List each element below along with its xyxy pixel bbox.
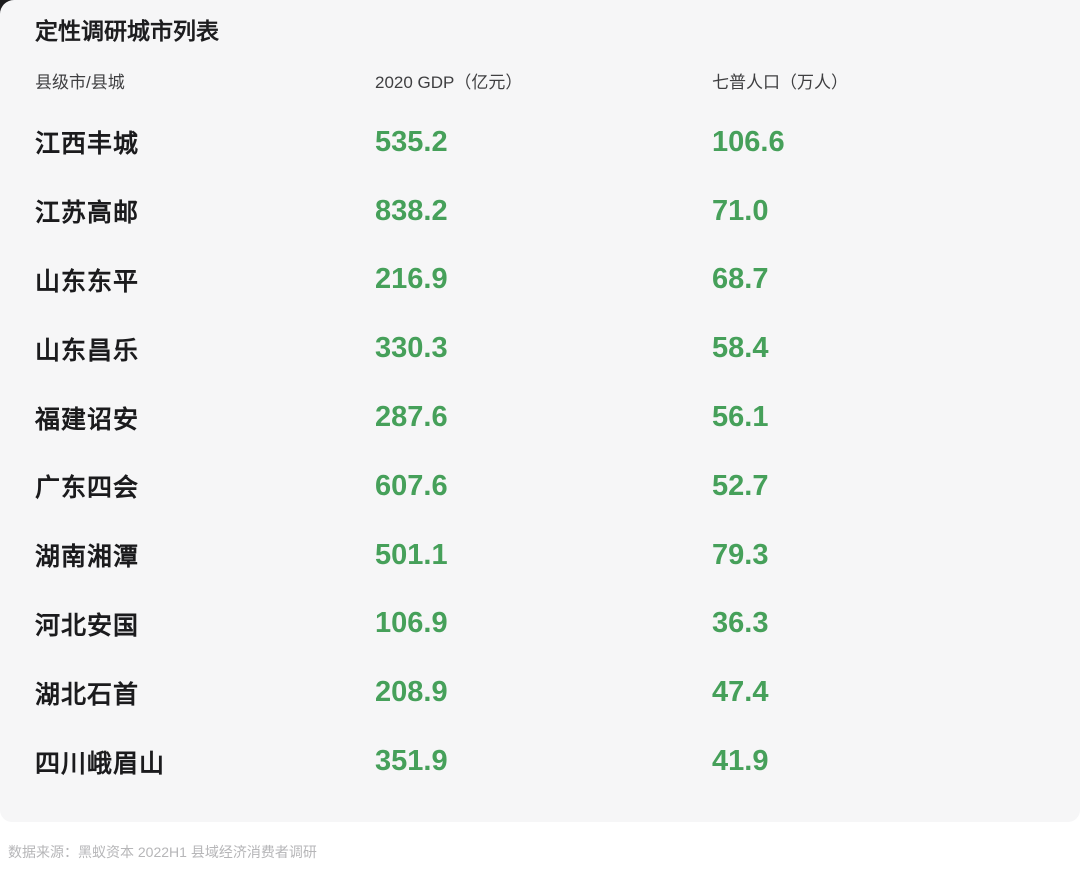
table-row: 江西丰城 535.2 106.6 bbox=[35, 108, 1080, 177]
gdp-value: 607.6 bbox=[375, 469, 448, 502]
gdp-value: 287.6 bbox=[375, 401, 448, 434]
city-name: 湖南湘潭 bbox=[35, 543, 140, 572]
table-row: 山东东平 216.9 68.7 bbox=[35, 246, 1080, 315]
gdp-value: 838.2 bbox=[375, 194, 448, 227]
table-row: 湖南湘潭 501.1 79.3 bbox=[35, 521, 1080, 590]
population-value: 58.4 bbox=[712, 332, 769, 365]
gdp-value: 351.9 bbox=[375, 745, 448, 778]
city-name: 河北安国 bbox=[35, 611, 140, 640]
column-header-population: 七普人口（万人） bbox=[712, 73, 848, 92]
table-row: 湖北石首 208.9 47.4 bbox=[35, 658, 1080, 727]
gdp-value: 216.9 bbox=[375, 263, 448, 296]
gdp-value: 106.9 bbox=[375, 607, 448, 640]
table-card: 定性调研城市列表 县级市/县城 2020 GDP（亿元） 七普人口（万人） 江西… bbox=[35, 18, 1080, 796]
population-value: 36.3 bbox=[712, 607, 769, 640]
city-name: 湖北石首 bbox=[35, 680, 140, 709]
column-header-city: 县级市/县城 bbox=[35, 73, 125, 92]
source-note: 数据来源：黑蚁资本 2022H1 县域经济消费者调研 bbox=[8, 844, 317, 860]
gdp-value: 535.2 bbox=[375, 125, 448, 158]
page-title: 定性调研城市列表 bbox=[35, 18, 219, 44]
column-header-gdp: 2020 GDP（亿元） bbox=[375, 73, 523, 92]
table-body: 江西丰城 535.2 106.6 江苏高邮 838.2 71.0 山东东平 216.9 68.7… bbox=[35, 108, 1080, 796]
gdp-value: 330.3 bbox=[375, 332, 448, 365]
table-row: 四川峨眉山 351.9 41.9 bbox=[35, 727, 1080, 796]
city-name: 山东东平 bbox=[35, 267, 140, 296]
population-value: 71.0 bbox=[712, 194, 769, 227]
table-row: 江苏高邮 838.2 71.0 bbox=[35, 177, 1080, 246]
gdp-value: 208.9 bbox=[375, 676, 448, 709]
city-name: 江西丰城 bbox=[35, 130, 140, 159]
population-value: 41.9 bbox=[712, 745, 769, 778]
table-row: 广东四会 607.6 52.7 bbox=[35, 452, 1080, 521]
population-value: 56.1 bbox=[712, 401, 769, 434]
table-row: 山东昌乐 330.3 58.4 bbox=[35, 314, 1080, 383]
table-row: 福建诏安 287.6 56.1 bbox=[35, 383, 1080, 452]
city-name: 广东四会 bbox=[35, 474, 140, 503]
population-value: 52.7 bbox=[712, 469, 769, 502]
city-name: 江苏高邮 bbox=[35, 199, 140, 228]
population-value: 47.4 bbox=[712, 676, 769, 709]
table-header-row: 县级市/县城 2020 GDP（亿元） 七普人口（万人） bbox=[35, 68, 1080, 92]
city-name: 福建诏安 bbox=[35, 405, 140, 434]
gdp-value: 501.1 bbox=[375, 538, 448, 571]
city-name: 山东昌乐 bbox=[35, 336, 140, 365]
population-value: 79.3 bbox=[712, 538, 769, 571]
table-row: 河北安国 106.9 36.3 bbox=[35, 590, 1080, 659]
population-value: 68.7 bbox=[712, 263, 769, 296]
city-name: 四川峨眉山 bbox=[35, 749, 166, 778]
population-value: 106.6 bbox=[712, 125, 785, 158]
